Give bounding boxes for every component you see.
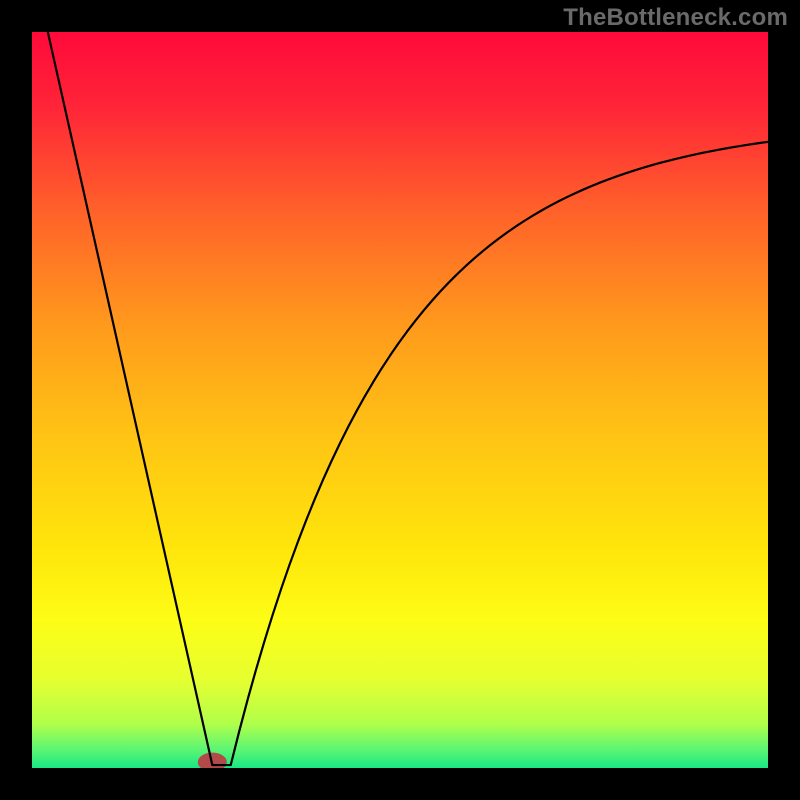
chart-container: TheBottleneck.com (0, 0, 800, 800)
plot-background (32, 32, 768, 768)
watermark-text: TheBottleneck.com (563, 4, 788, 32)
bottleneck-chart (0, 0, 800, 800)
